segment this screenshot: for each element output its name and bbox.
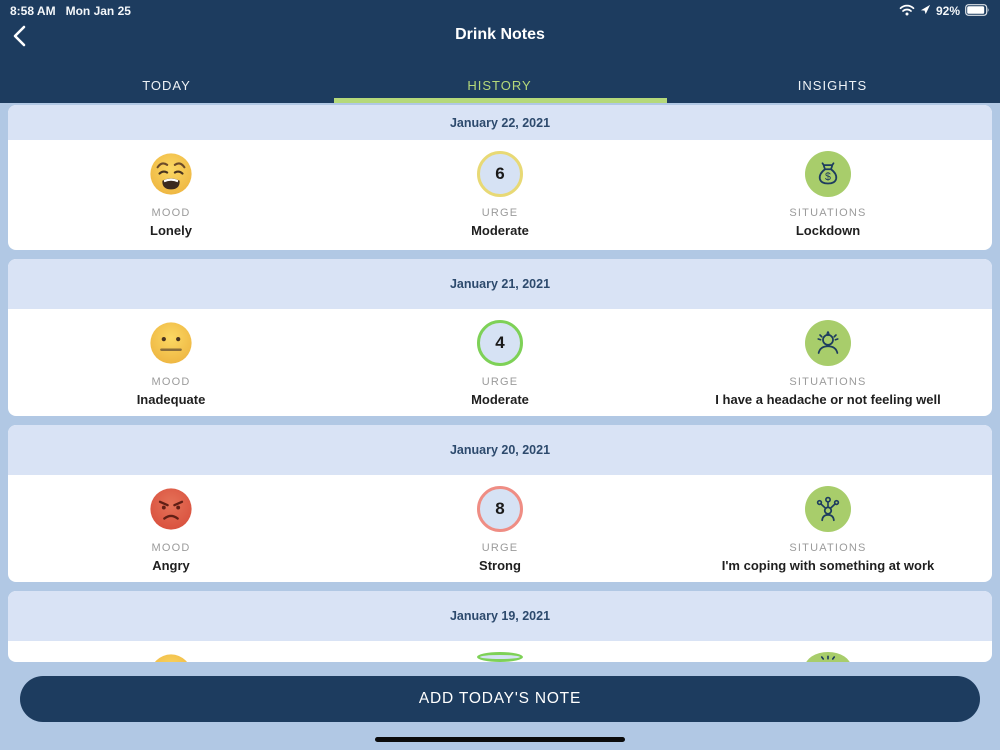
svg-text:$: $ [825, 171, 831, 183]
situations-label: SITUATIONS [789, 542, 867, 554]
status-time: 8:58 AM [10, 4, 56, 18]
network-person-icon [805, 486, 851, 532]
day-date: January 22, 2021 [449, 115, 551, 130]
mood-value: Angry [152, 558, 190, 573]
urge-score-circle: 8 [477, 486, 523, 532]
urge-entry: 8 URGE Strong [340, 475, 660, 582]
tab-bar: TODAY HISTORY INSIGHTS [0, 78, 1000, 93]
mood-entry: MOOD Lonely [11, 140, 331, 250]
situations-entry [668, 641, 988, 662]
add-todays-note-button[interactable]: ADD TODAY'S NOTE [20, 676, 980, 722]
day-date: January 19, 2021 [449, 609, 551, 623]
history-list: January 22, 2021 MOOD L [0, 103, 1000, 662]
urge-value: Moderate [471, 223, 529, 238]
mood-label: MOOD [151, 542, 191, 554]
battery-percent: 92% [935, 4, 960, 18]
active-tab-underline [334, 98, 667, 103]
partial-situations-icon [805, 652, 851, 662]
tab-history[interactable]: HISTORY [467, 78, 532, 93]
situations-label: SITUATIONS [789, 207, 867, 219]
partial-mood-emoji [148, 652, 194, 662]
status-date: Mon Jan 25 [65, 4, 131, 18]
app-header: 8:58 AM Mon Jan 25 92% Drink Notes TODAY… [0, 0, 1000, 103]
urge-number: 4 [495, 333, 505, 352]
urge-number: 6 [495, 164, 505, 183]
day-date-header: January 19, 2021 [8, 591, 992, 641]
day-card-jan-22[interactable]: January 22, 2021 MOOD L [8, 105, 992, 250]
situations-value: Lockdown [795, 223, 861, 238]
urge-label: URGE [481, 376, 519, 388]
situations-value: I'm coping with something at work [721, 558, 935, 573]
status-bar: 8:58 AM Mon Jan 25 92% [0, 3, 1000, 19]
urge-score-circle: 4 [477, 320, 523, 366]
situations-entry: SITUATIONS I have a headache or not feel… [668, 309, 988, 416]
battery-icon [965, 3, 990, 19]
headache-person-icon [805, 320, 851, 366]
situations-value: I have a headache or not feeling well [715, 392, 941, 407]
wifi-icon [899, 4, 915, 19]
mood-entry [11, 641, 331, 662]
urge-number: 8 [495, 499, 505, 518]
urge-label: URGE [481, 542, 519, 554]
back-button[interactable] [10, 24, 32, 48]
day-date-header: January 21, 2021 [8, 259, 992, 309]
home-indicator[interactable] [375, 737, 625, 742]
footer-bar: ADD TODAY'S NOTE [0, 662, 1000, 750]
urge-value: Strong [479, 558, 521, 573]
mood-value: Lonely [150, 223, 192, 238]
angry-face-emoji [148, 486, 194, 532]
situations-entry: $ SITUATIONS Lockdown [668, 140, 988, 250]
urge-score-circle [477, 652, 523, 662]
tab-today[interactable]: TODAY [142, 78, 191, 93]
location-arrow-icon [920, 4, 931, 18]
weary-face-emoji [148, 151, 194, 197]
day-date: January 21, 2021 [449, 277, 551, 291]
day-date: January 20, 2021 [449, 443, 551, 457]
day-card-jan-21[interactable]: January 21, 2021 MOOD Inadequate [8, 259, 992, 416]
mood-entry: MOOD Angry [11, 475, 331, 582]
mood-value: Inadequate [136, 392, 206, 407]
day-card-jan-19[interactable]: January 19, 2021 [8, 591, 992, 662]
urge-value: Moderate [471, 392, 529, 407]
add-todays-note-label: ADD TODAY'S NOTE [418, 690, 582, 707]
mood-entry: MOOD Inadequate [11, 309, 331, 416]
money-bag-icon: $ [805, 151, 851, 197]
day-date-header: January 20, 2021 [8, 425, 992, 475]
neutral-face-emoji [148, 320, 194, 366]
day-card-jan-20[interactable]: January 20, 2021 MOOD Angry [8, 425, 992, 582]
day-date-header: January 22, 2021 [8, 105, 992, 140]
urge-entry: 6 URGE Moderate [340, 140, 660, 250]
urge-label: URGE [481, 207, 519, 219]
page-title: Drink Notes [455, 26, 545, 43]
tab-insights[interactable]: INSIGHTS [797, 78, 868, 93]
urge-entry [340, 641, 660, 662]
situations-entry: SITUATIONS I'm coping with something at … [668, 475, 988, 582]
urge-score-circle: 6 [477, 151, 523, 197]
situations-label: SITUATIONS [789, 376, 867, 388]
urge-entry: 4 URGE Moderate [340, 309, 660, 416]
mood-label: MOOD [151, 207, 191, 219]
mood-label: MOOD [151, 376, 191, 388]
